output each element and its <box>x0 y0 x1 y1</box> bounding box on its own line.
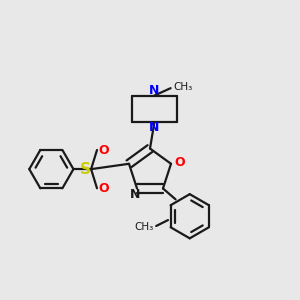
Text: CH₃: CH₃ <box>134 222 153 233</box>
Text: O: O <box>174 156 184 169</box>
Text: O: O <box>98 143 109 157</box>
Text: O: O <box>98 182 109 195</box>
Text: S: S <box>80 162 91 177</box>
Text: CH₃: CH₃ <box>173 82 192 92</box>
Text: N: N <box>149 84 160 97</box>
Text: N: N <box>130 188 141 202</box>
Text: N: N <box>149 121 160 134</box>
